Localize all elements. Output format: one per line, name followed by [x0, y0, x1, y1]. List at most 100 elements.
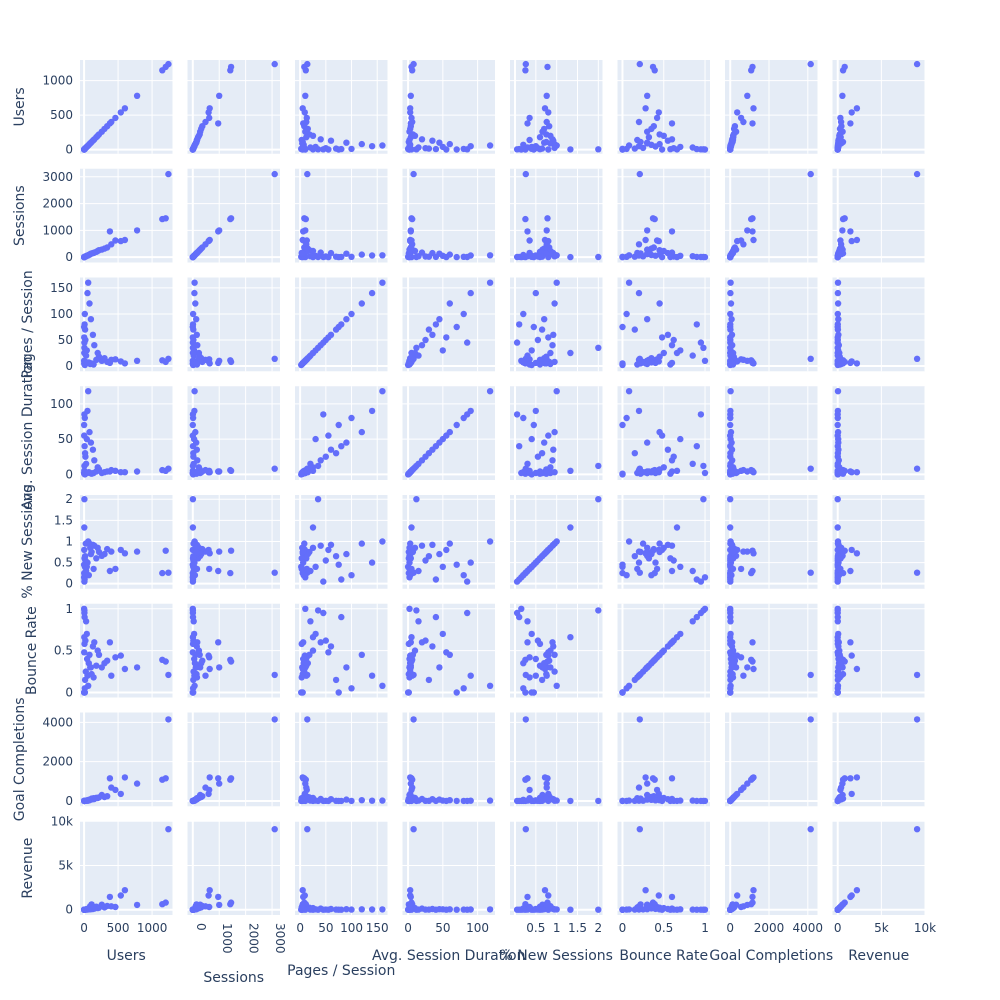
data-point [727, 432, 734, 439]
data-point [432, 906, 440, 913]
data-point [913, 170, 921, 178]
data-point [848, 546, 855, 554]
data-point [303, 134, 310, 141]
data-point [701, 906, 709, 913]
data-point [453, 323, 460, 331]
data-point [411, 647, 419, 654]
data-point [913, 60, 921, 68]
data-point [425, 906, 433, 913]
cell-pages-session-vs--new-sessions [510, 277, 603, 372]
data-point [443, 334, 450, 341]
data-point [379, 279, 386, 286]
data-point [749, 775, 756, 782]
data-point [216, 92, 223, 100]
data-point [90, 565, 97, 573]
data-point [89, 446, 97, 453]
data-point [193, 548, 200, 556]
data-point [656, 300, 663, 307]
data-point [729, 904, 737, 911]
data-point [551, 540, 558, 547]
data-point [668, 893, 676, 901]
data-point [193, 674, 201, 681]
data-point [443, 253, 450, 261]
data-point [664, 137, 672, 144]
data-point [358, 140, 365, 148]
data-point [464, 411, 471, 418]
data-point [193, 469, 201, 477]
data-point [408, 524, 415, 531]
data-point [729, 469, 737, 477]
y-axis-title: Bounce Rate [24, 606, 40, 695]
cell-bounce-rate-vs-revenue [832, 603, 926, 698]
data-point [358, 540, 365, 547]
data-point [464, 906, 471, 913]
data-point [453, 797, 460, 805]
cell-pages-session-vs-pages-session [295, 277, 388, 372]
data-point [190, 689, 197, 696]
x-axis-title: Bounce Rate [619, 948, 708, 964]
data-point [835, 316, 842, 323]
data-point [87, 316, 95, 323]
data-point [486, 682, 494, 689]
data-point [309, 247, 317, 255]
data-point [701, 357, 709, 364]
data-point [541, 664, 548, 671]
data-point [619, 471, 626, 478]
y-tick-label: 0 [65, 359, 73, 373]
data-point [205, 892, 212, 899]
y-tick-label: 2 [65, 492, 73, 506]
data-point [749, 893, 756, 901]
y-tick-label: 0.5 [54, 644, 73, 658]
x-tick-label: 4000 [793, 921, 824, 935]
data-point [667, 797, 674, 805]
cell-bounce-rate-vs-users [80, 603, 173, 698]
data-point [309, 132, 317, 139]
data-point [81, 349, 88, 357]
cell-avg-session-duration-vs-pages-session [295, 386, 388, 480]
x-axis-title: Avg. Session Duration [372, 948, 526, 964]
data-point [635, 407, 643, 415]
data-point [546, 123, 553, 130]
data-point [338, 443, 345, 450]
data-point [304, 170, 311, 178]
data-point [85, 572, 93, 579]
cell-avg-session-duration-vs-sessions [187, 386, 280, 480]
data-point [327, 446, 335, 453]
data-point [429, 643, 436, 650]
data-point [86, 300, 93, 307]
data-point [522, 689, 529, 696]
data-point [648, 660, 655, 667]
cell-sessions-vs-revenue [832, 168, 926, 263]
data-point [538, 326, 546, 333]
y-axis-title: Goal Completions [12, 697, 28, 821]
data-point [835, 572, 843, 579]
cell-background [832, 60, 925, 154]
data-point [406, 565, 413, 573]
data-point [595, 496, 602, 503]
data-point [89, 643, 97, 650]
data-point [406, 904, 413, 911]
data-point [104, 545, 111, 553]
data-point [740, 548, 747, 555]
data-point [729, 795, 737, 802]
data-point [117, 546, 125, 554]
data-point [464, 609, 471, 617]
data-point [634, 904, 641, 911]
data-point [636, 170, 643, 178]
cell-users-vs-avg-session-duration [402, 60, 495, 154]
data-point [847, 567, 854, 575]
cell-bounce-rate-vs--new-sessions [510, 603, 603, 698]
data-point [338, 613, 345, 621]
data-point [348, 797, 355, 805]
data-point [303, 784, 310, 791]
data-point [807, 716, 814, 723]
data-point [524, 639, 531, 646]
data-point [90, 136, 97, 144]
data-point [550, 331, 557, 338]
x-tick-label: 50 [435, 921, 450, 935]
data-point [320, 253, 327, 261]
data-point [644, 664, 651, 671]
data-point [300, 228, 307, 235]
data-point [112, 114, 119, 122]
data-point [325, 146, 332, 153]
